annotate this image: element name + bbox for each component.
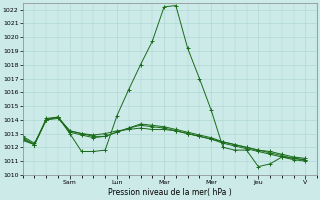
X-axis label: Pression niveau de la mer( hPa ): Pression niveau de la mer( hPa ) — [108, 188, 232, 197]
